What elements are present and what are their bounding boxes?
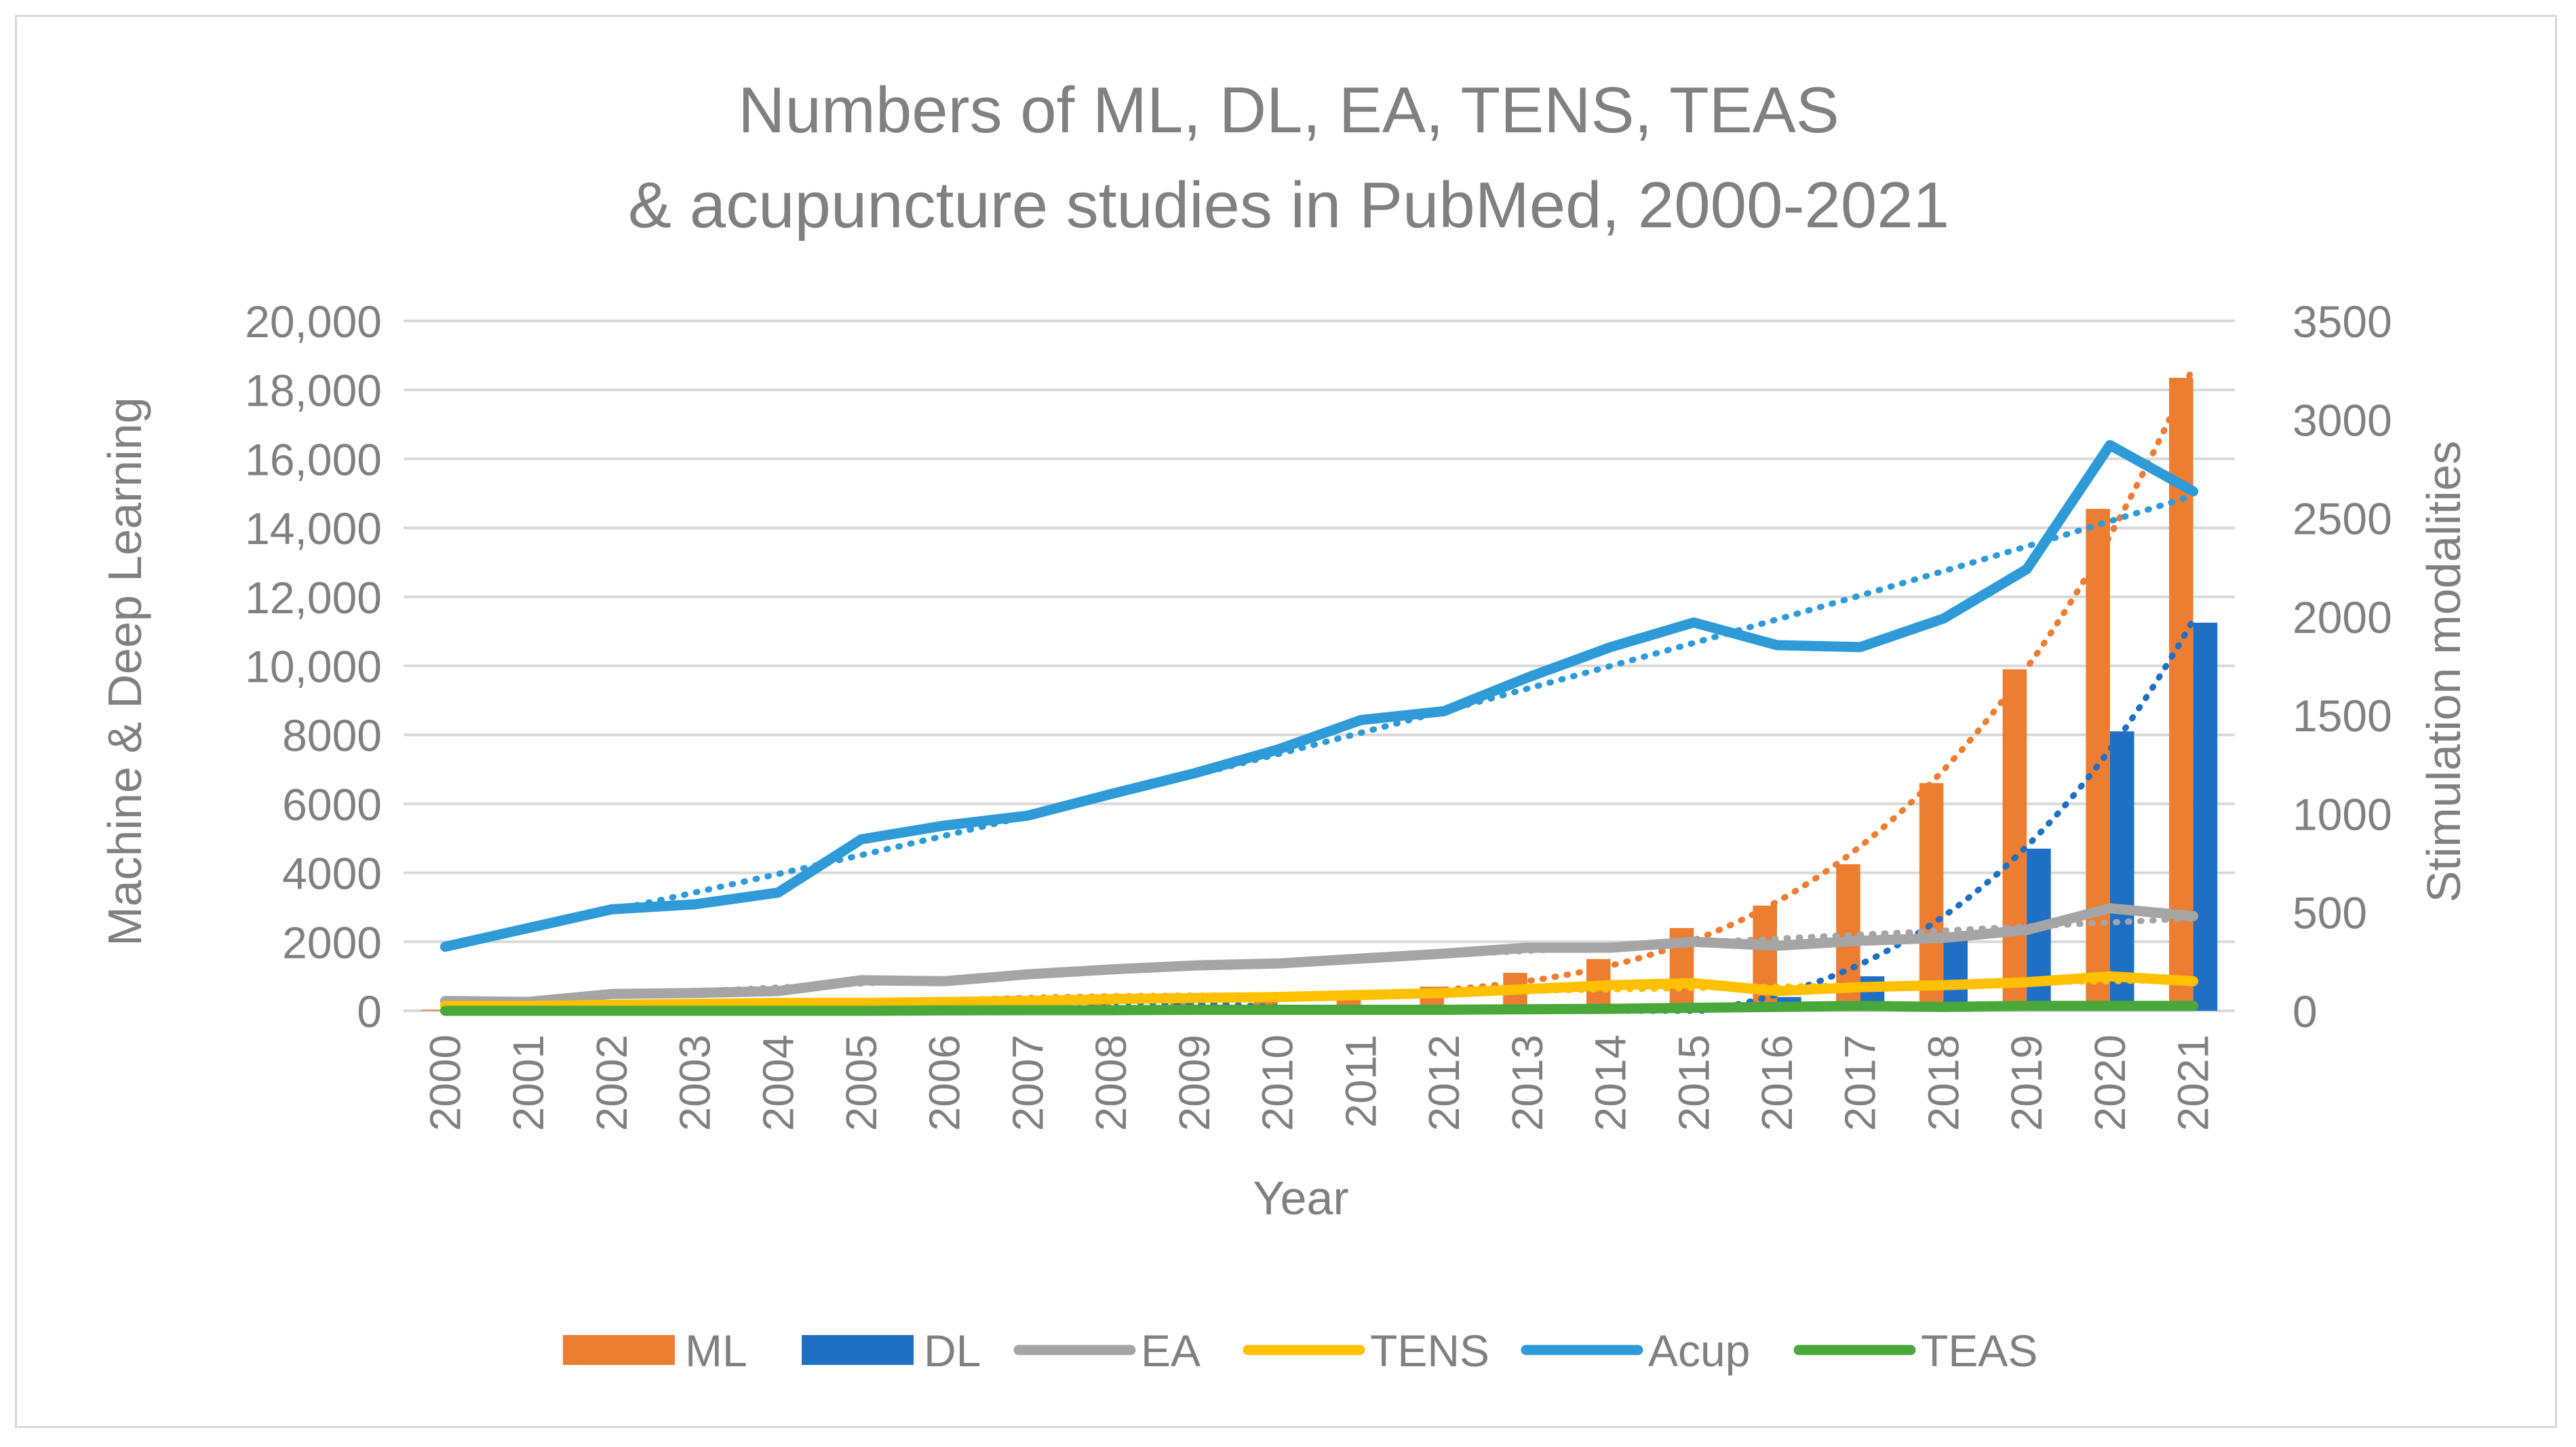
legend-label-ea: EA xyxy=(1141,1326,1201,1376)
y-right-tick-label: 500 xyxy=(2292,888,2367,938)
y-right-tick-label: 1500 xyxy=(2292,691,2392,741)
y-left-tick-label: 16,000 xyxy=(245,434,382,484)
x-tick-label: 2014 xyxy=(1586,1035,1635,1131)
x-tick-label: 2006 xyxy=(920,1035,969,1131)
x-tick-label: 2004 xyxy=(754,1035,802,1131)
x-tick-label: 2017 xyxy=(1836,1035,1885,1131)
x-tick-label: 2007 xyxy=(1003,1035,1052,1131)
bar-ml xyxy=(421,1009,446,1011)
y-left-tick-label: 18,000 xyxy=(245,366,382,416)
y-left-tick-label: 14,000 xyxy=(245,503,382,554)
x-tick-label: 2008 xyxy=(1087,1035,1135,1131)
y-right-tick-label: 3500 xyxy=(2292,296,2392,347)
y-left-tick-label: 2000 xyxy=(282,917,382,967)
x-tick-label: 2010 xyxy=(1253,1035,1302,1131)
y-left-tick-label: 20,000 xyxy=(245,296,382,347)
chart-title-line-1: Numbers of ML, DL, EA, TENS, TEAS xyxy=(738,74,1839,147)
x-tick-label: 2001 xyxy=(504,1035,553,1131)
legend-swatch-ml xyxy=(563,1335,675,1365)
bar-dl xyxy=(1943,936,1968,1011)
bar-dl xyxy=(2109,731,2134,1011)
line-acup xyxy=(440,440,2199,952)
y-right-tick-label: 2000 xyxy=(2292,592,2392,642)
x-tick-label: 2000 xyxy=(421,1035,469,1131)
bar-ml xyxy=(2086,509,2110,1011)
chart-frame xyxy=(15,15,2557,1428)
legend-label-tens: TENS xyxy=(1370,1326,1489,1376)
y-left-tick-label: 12,000 xyxy=(245,573,382,623)
y-left-tick-label: 6000 xyxy=(282,779,382,830)
line-tens xyxy=(440,971,2199,1011)
y-left-tick-label: 4000 xyxy=(282,849,382,899)
y-left-tick-label: 8000 xyxy=(282,710,382,760)
x-tick-label: 2013 xyxy=(1503,1035,1552,1131)
trendline-acup xyxy=(442,493,2197,949)
legend-label-dl: DL xyxy=(924,1326,981,1376)
y-right-tick-label: 3000 xyxy=(2292,395,2392,445)
x-tick-label: 2011 xyxy=(1336,1035,1385,1128)
bar-ml xyxy=(2002,669,2027,1011)
y-left-tick-label: 0 xyxy=(357,986,382,1037)
x-tick-label: 2009 xyxy=(1170,1035,1219,1131)
x-tick-label: 2015 xyxy=(1669,1035,1718,1131)
bar-dl xyxy=(2193,622,2218,1011)
x-tick-label: 2005 xyxy=(837,1035,886,1131)
line-layer xyxy=(440,440,2199,1016)
x-tick-label: 2019 xyxy=(2002,1035,2051,1131)
x-tick-label: 2003 xyxy=(671,1035,720,1131)
x-tick-label: 2020 xyxy=(2086,1035,2134,1131)
legend-label-ml: ML xyxy=(685,1326,747,1376)
y-axis-right-label: Stimulation modalities xyxy=(2417,441,2470,903)
chart-title-line-2: & acupuncture studies in PubMed, 2000-20… xyxy=(628,169,1949,242)
bar-ml xyxy=(1919,783,1944,1011)
x-tick-label: 2002 xyxy=(587,1035,636,1131)
x-tick-label: 2018 xyxy=(1919,1035,1968,1131)
legend-label-acup: Acup xyxy=(1648,1326,1750,1376)
line-ea xyxy=(440,903,2199,1007)
axis-tick-labels: 0 2000 4000 6000 8000 10,000 12,000 14,000 16,00… xyxy=(245,296,2392,1131)
x-axis-label: Year xyxy=(1253,1172,1348,1224)
y-right-tick-label: 0 xyxy=(2292,986,2318,1037)
x-tick-label: 2016 xyxy=(1753,1035,1801,1131)
legend-swatch-dl xyxy=(802,1335,914,1365)
y-right-tick-label: 2500 xyxy=(2292,494,2392,544)
y-axis-left-label: Machine & Deep Learning xyxy=(98,397,151,946)
line-teas xyxy=(440,1001,2199,1016)
legend: ML DL EA TENS Acup TEAS xyxy=(563,1326,2037,1376)
y-left-tick-label: 10,000 xyxy=(245,642,382,692)
y-right-tick-label: 1000 xyxy=(2292,789,2392,839)
x-tick-label: 2012 xyxy=(1420,1035,1468,1131)
x-tick-label: 2021 xyxy=(2169,1035,2218,1131)
bar-layer xyxy=(421,377,2218,1011)
legend-label-teas: TEAS xyxy=(1921,1326,2037,1376)
